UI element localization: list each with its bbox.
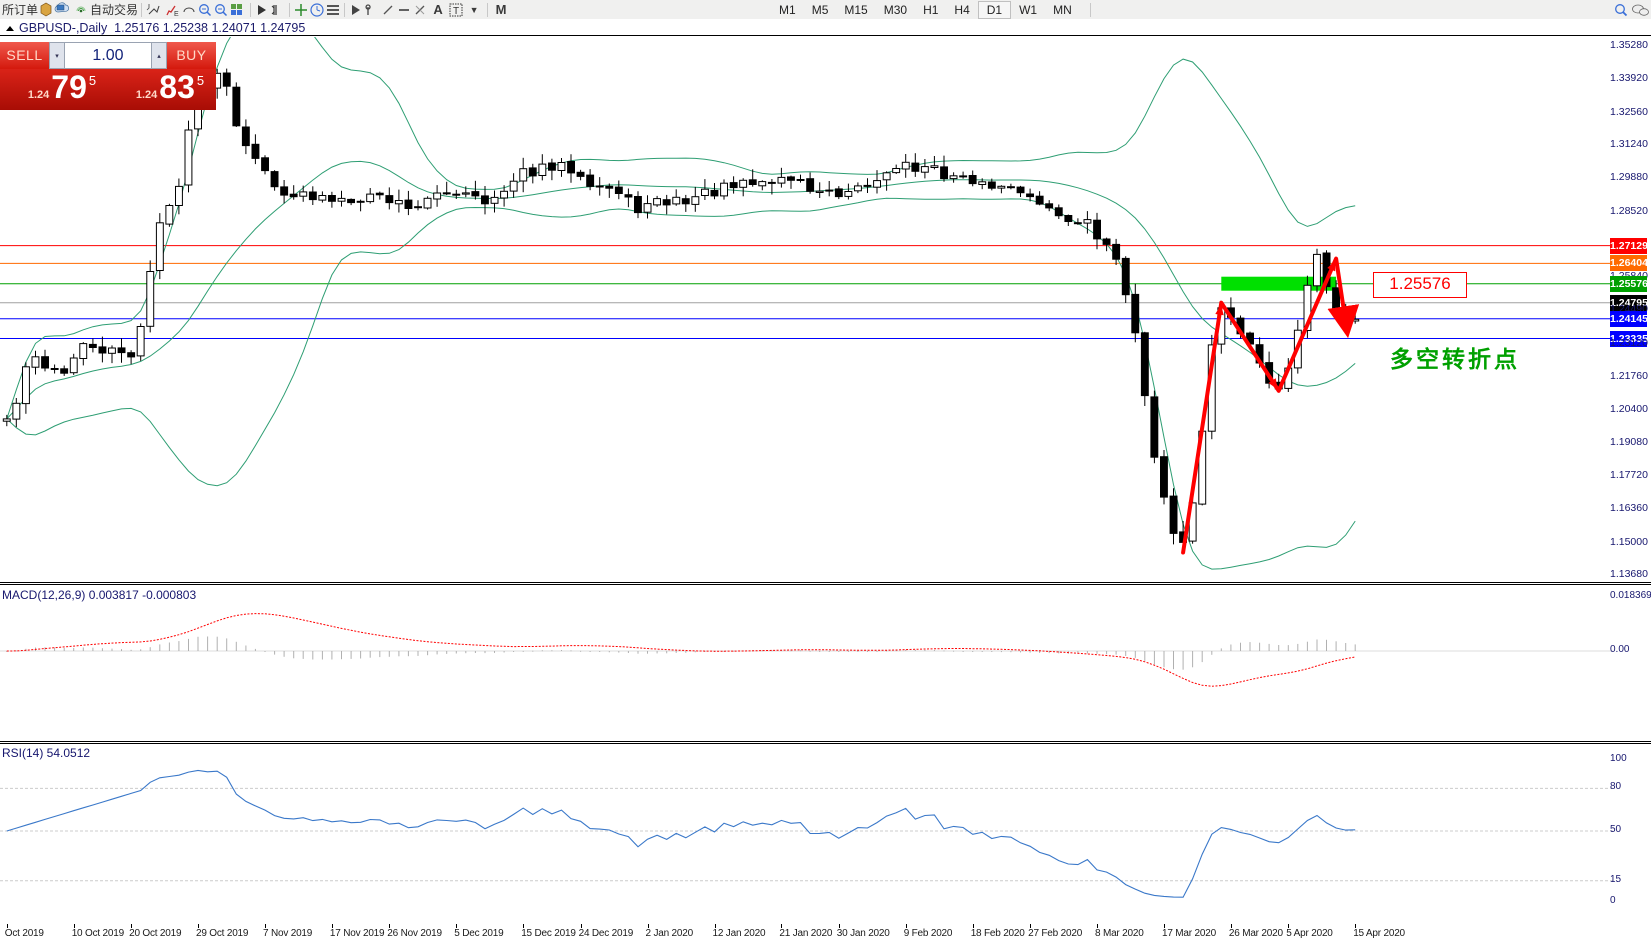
- svg-text:E: E: [174, 11, 179, 18]
- svg-text:T: T: [453, 6, 459, 17]
